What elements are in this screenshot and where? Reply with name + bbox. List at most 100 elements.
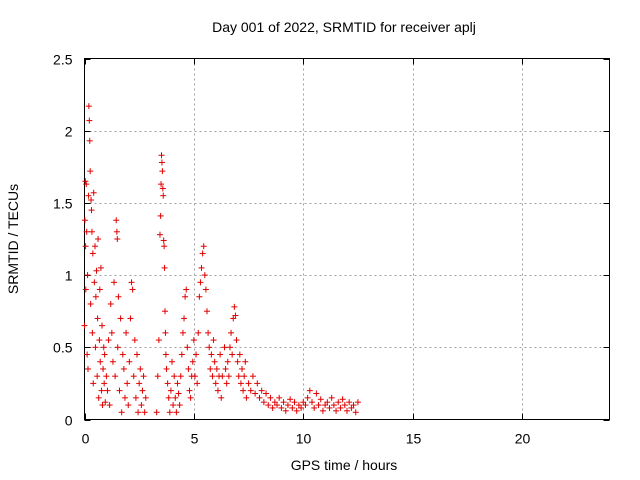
data-point [317,396,324,403]
data-point [219,373,226,380]
data-point [204,308,210,315]
data-point [92,243,98,250]
data-point [319,407,326,414]
data-point [315,402,322,409]
y-tick-label: 1 [65,268,73,284]
data-point [161,264,168,271]
data-point [102,399,109,406]
data-point [352,409,359,416]
data-point [328,394,335,401]
data-point [85,192,92,199]
data-point [156,231,163,238]
data-point [344,407,350,414]
data-point [287,396,294,403]
data-point [267,394,274,401]
data-point [160,192,167,199]
data-point [98,387,105,394]
data-point [201,272,208,279]
data-point [170,402,177,409]
data-point [117,315,124,322]
data-point [350,402,357,409]
data-point [207,365,214,372]
data-point [302,402,309,409]
data-point [199,250,206,257]
data-point [139,387,146,394]
data-point [159,168,166,175]
data-point [135,409,142,416]
data-point [132,394,139,401]
data-point [208,351,215,358]
data-point [330,402,337,409]
data-point [206,344,213,351]
data-point [87,168,94,175]
data-point [142,394,149,401]
data-point [81,217,88,224]
data-point [128,279,135,286]
data-point [224,358,231,365]
data-point [222,365,229,372]
data-point [136,380,143,387]
data-point [280,399,287,406]
data-point [217,351,224,358]
data-point [234,358,241,365]
data-point [99,322,105,329]
data-point [107,300,114,307]
data-point [140,373,147,380]
data-point [112,373,119,380]
data-point [181,315,188,322]
data-point [162,351,169,358]
data-point [86,117,93,124]
data-point [120,365,127,372]
data-point [92,293,99,300]
data-point [229,351,236,358]
data-point [177,373,184,380]
data-point [243,394,250,401]
data-point [178,351,185,358]
data-point [167,387,174,394]
data-point [130,373,137,380]
data-point [134,351,140,358]
data-point [191,373,198,380]
data-point [237,380,244,387]
data-point [309,399,315,406]
data-point [205,329,212,336]
data-point [116,387,123,394]
data-point [158,181,165,188]
data-point [81,322,88,329]
data-point [96,286,103,293]
data-point [109,358,116,365]
data-point [263,390,270,397]
data-point [337,404,344,411]
data-point [85,103,92,110]
data-point [115,293,122,300]
data-point [225,373,232,380]
data-point [232,312,239,319]
data-point [101,380,108,387]
data-point [113,228,120,235]
plot-frame [84,58,610,420]
data-point [311,404,318,411]
data-point [82,286,89,293]
data-point [354,399,361,406]
y-axis-label: SRMTID / TECUs [5,184,21,294]
data-point [326,404,333,411]
data-point [241,373,248,380]
data-point [333,407,340,414]
data-point [99,402,106,409]
data-point [240,387,247,394]
data-point [213,365,220,372]
data-point [165,394,172,401]
data-point [89,329,96,336]
data-point [196,293,203,300]
y-tick-label: 0 [65,413,73,429]
data-point [214,387,221,394]
data-point [90,189,97,196]
data-point [198,264,205,271]
data-point [125,402,132,409]
data-point [182,293,189,300]
data-point [278,404,285,411]
data-point [96,337,103,344]
data-point [183,286,190,293]
data-point [210,337,217,344]
